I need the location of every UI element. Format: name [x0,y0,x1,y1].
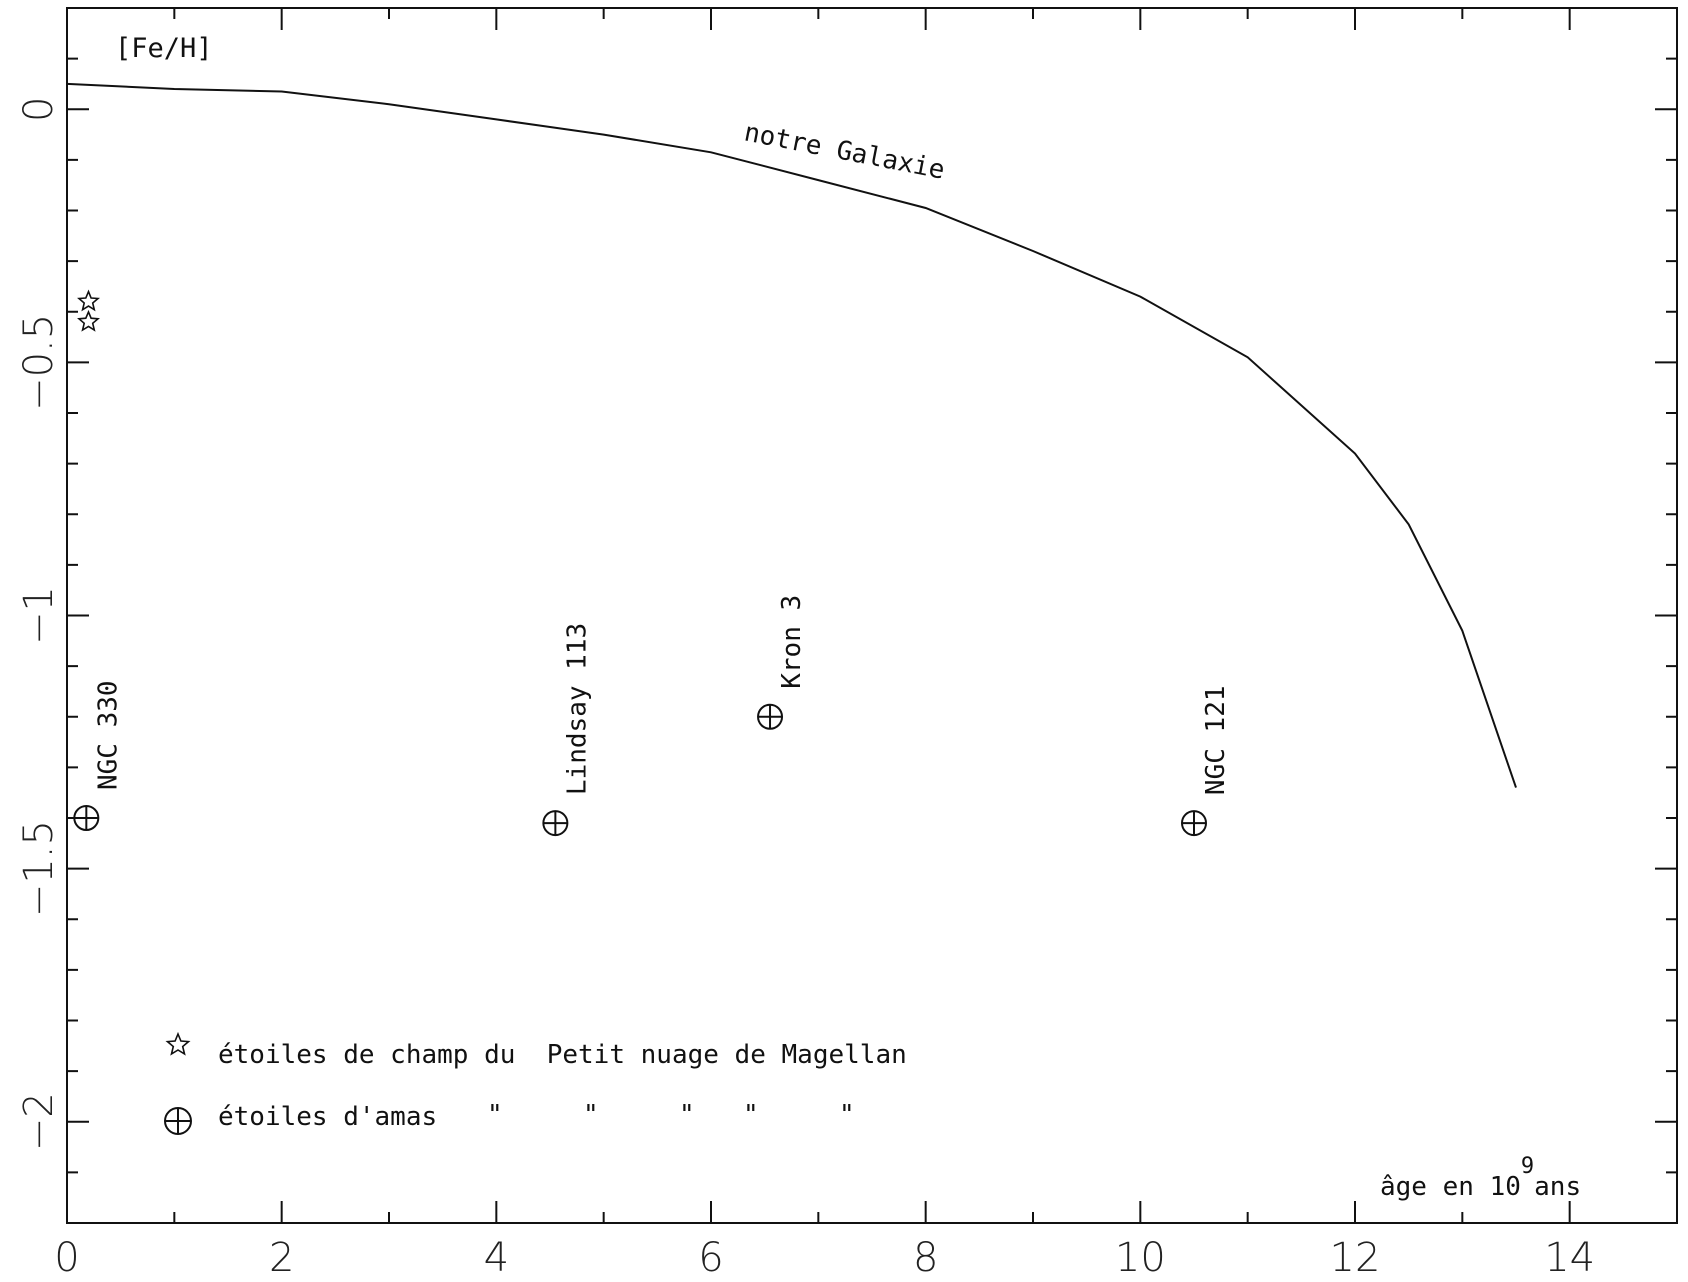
x-tick-label: 4 [484,1235,509,1281]
x-axis-title: âge en 109ans [1380,1154,1581,1202]
legend-ditto-5: " [839,1100,855,1130]
cluster-label: NGC 121 [1201,685,1231,795]
y-axis-title: [Fe/H] [115,33,213,64]
x-tick-label: 14 [1544,1235,1595,1281]
data-markers [73,289,1207,837]
legend: étoiles de champ du Petit nuage de Magel… [164,1031,907,1135]
cluster-label: Kron 3 [777,595,807,689]
series-line-notre-galaxie [66,82,1517,788]
cluster-label: NGC 330 [93,680,123,790]
cluster-marker [757,703,784,730]
y-tick-label: −0.5 [16,314,62,411]
y-tick-label: −1 [16,586,62,645]
cluster-marker [73,805,100,831]
field-star-marker [77,289,101,312]
axis-ticks [66,7,1678,1224]
legend-star-marker [165,1031,191,1056]
legend-star-icon [165,1031,191,1056]
x-tick-label: 10 [1115,1235,1166,1281]
x-tick-labels: 0 2 4 6 8 10 12 14 [54,1235,1595,1281]
legend-label-field-stars: étoiles de champ du Petit nuage de Magel… [218,1040,907,1070]
x-axis-title-unit: ans [1534,1172,1581,1202]
x-axis-title-base: âge en 10 [1380,1172,1521,1202]
legend-cluster-marker [164,1107,192,1135]
legend-cluster-icon [164,1107,192,1135]
x-tick-label: 8 [913,1235,938,1281]
y-tick-label: −1.5 [16,820,62,917]
x-tick-label: 2 [269,1235,294,1281]
legend-ditto-1: " [487,1100,503,1130]
y-tick-label: 0 [16,97,62,122]
legend-ditto-3: " [679,1100,695,1130]
legend-label-clusters: étoiles d'amas [218,1102,437,1132]
annotations: NGC 330 Lindsay 113 Kron 3 NGC 121 [93,595,1231,795]
x-tick-label: 6 [698,1235,723,1281]
y-tick-labels: 0 −0.5 −1 −1.5 −2 [16,97,62,1152]
cluster-marker [1181,810,1207,837]
legend-ditto-2: " [583,1100,599,1130]
x-axis-title-exponent: 9 [1521,1154,1534,1179]
series-label-notre-galaxie: notre Galaxie [742,117,947,185]
x-tick-label: 0 [54,1235,79,1281]
field-star-marker [77,309,100,332]
legend-ditto-4: " [743,1100,759,1130]
cluster-marker [542,810,569,837]
cluster-label: Lindsay 113 [562,623,592,795]
x-tick-label: 12 [1330,1235,1381,1281]
y-tick-label: −2 [16,1092,62,1151]
